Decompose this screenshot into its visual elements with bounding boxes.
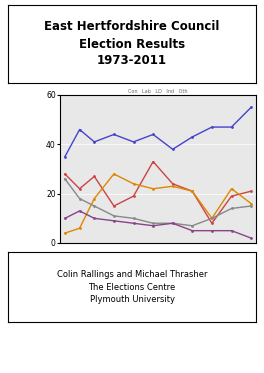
Text: East Hertfordshire Council
Election Results
1973-2011: East Hertfordshire Council Election Resu… (44, 21, 220, 68)
Text: Con   Lab   LD   Ind   Oth: Con Lab LD Ind Oth (128, 88, 188, 94)
Text: Colin Rallings and Michael Thrasher
The Elections Centre
Plymouth University: Colin Rallings and Michael Thrasher The … (57, 270, 207, 304)
